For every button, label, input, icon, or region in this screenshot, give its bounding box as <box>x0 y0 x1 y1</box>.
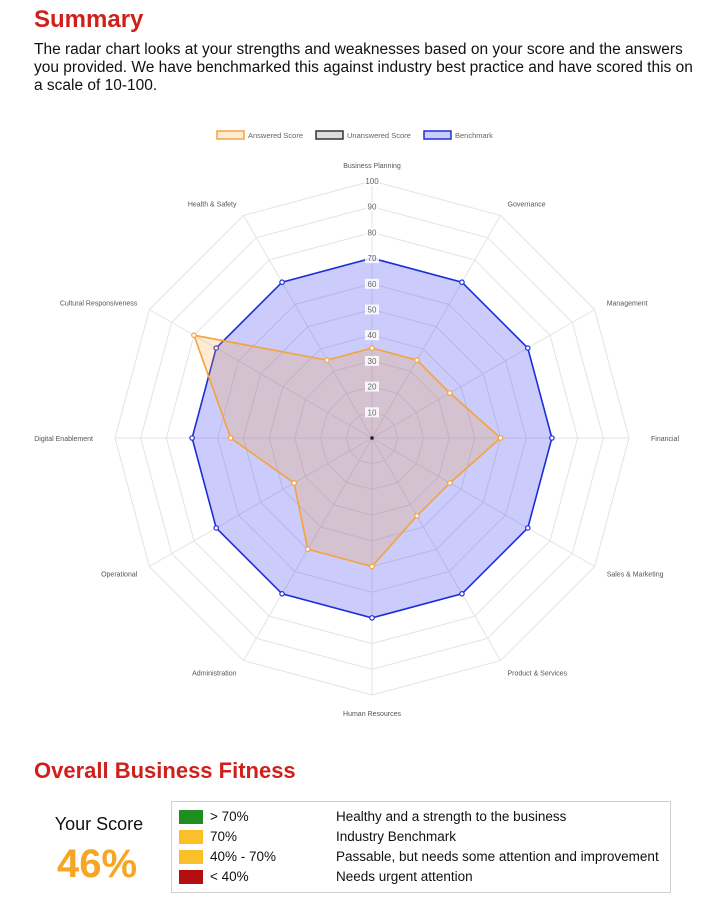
tick-label: 60 <box>368 280 377 289</box>
axis-label: Digital Enablement <box>34 436 93 443</box>
data-point <box>369 345 375 351</box>
axis-label: Business Planning <box>343 163 401 170</box>
legend-description: Needs urgent attention <box>336 869 473 884</box>
axis-label: Cultural Responsiveness <box>60 301 138 308</box>
legend-range: 40% - 70% <box>210 849 277 864</box>
legend-swatch <box>315 130 344 140</box>
radar-chart: 10 20 30 40 50 60 70 80 90 100 Business Planning Go… <box>34 130 679 718</box>
grid-spoke <box>149 309 373 439</box>
data-point <box>291 480 297 486</box>
data-point <box>447 480 453 486</box>
data-point <box>213 345 220 351</box>
data-point <box>524 345 531 351</box>
legend-description: Industry Benchmark <box>336 829 457 844</box>
data-point <box>459 279 465 286</box>
data-point <box>447 390 453 396</box>
axis-label: Health & Safety <box>188 201 237 208</box>
data-point <box>191 332 197 339</box>
tick-label-bg <box>365 201 379 212</box>
axis-label: Operational <box>101 572 138 579</box>
axis-label: Financial <box>651 436 679 443</box>
grid-spoke <box>371 437 595 567</box>
tick-label: 100 <box>365 177 379 186</box>
data-point <box>414 513 420 519</box>
tick-label-bg <box>365 330 379 341</box>
score-legend: > 70% Healthy and a strength to the busi… <box>171 801 671 893</box>
legend-swatch-urgent <box>179 870 203 884</box>
data-point <box>497 435 504 441</box>
axis-label: Management <box>607 301 648 308</box>
legend-range: > 70% <box>210 809 249 824</box>
legend-label: Benchmark <box>455 131 493 140</box>
tick-label: 10 <box>368 408 377 417</box>
tick-label: 50 <box>368 306 377 315</box>
data-point <box>369 563 375 570</box>
data-point <box>324 357 330 363</box>
legend-row-benchmark: 70% Industry Benchmark <box>179 829 669 845</box>
grid-spoke <box>243 215 373 439</box>
legend-label: Answered Score <box>248 131 303 140</box>
legend-row-healthy: > 70% Healthy and a strength to the busi… <box>179 809 669 825</box>
chart-center <box>370 436 374 440</box>
tick-label-bg <box>365 176 379 186</box>
data-point <box>304 546 311 553</box>
legend-label: Unanswered Score <box>347 131 411 140</box>
tick-label-bg <box>365 278 379 289</box>
summary-text: The radar chart looks at your strengths … <box>34 41 693 94</box>
data-point <box>189 435 195 441</box>
tick-label-bg <box>365 381 379 392</box>
tick-label-bg <box>365 227 379 238</box>
grid-spoke <box>149 437 373 567</box>
axis-label: Administration <box>192 671 236 678</box>
data-point <box>279 279 285 286</box>
fitness-title: Overall Business Fitness <box>34 758 296 783</box>
legend-swatch-healthy <box>179 810 203 824</box>
data-point <box>524 525 531 531</box>
summary-title: Summary <box>34 6 144 33</box>
axis-label: Human Resources <box>343 711 401 718</box>
legend-swatch <box>216 130 245 140</box>
legend-range: 70% <box>210 829 238 844</box>
tick-label: 30 <box>368 357 377 366</box>
axis-label: Product & Services <box>508 671 568 678</box>
legend-swatch-benchmark <box>179 830 203 844</box>
axis-label: Sales & Marketing <box>607 572 664 579</box>
data-point <box>414 357 420 363</box>
data-point <box>213 525 220 531</box>
legend-description: Healthy and a strength to the business <box>336 809 567 824</box>
legend-row-passable: 40% - 70% Passable, but needs some atten… <box>179 849 669 865</box>
legend-row-urgent: < 40% Needs urgent attention <box>179 869 669 885</box>
legend-swatch <box>423 130 452 140</box>
your-score-value: 46% <box>56 842 138 886</box>
tick-label-bg <box>365 407 379 418</box>
grid-spoke <box>371 309 595 439</box>
data-point <box>459 590 465 597</box>
tick-label: 40 <box>368 331 377 340</box>
your-score-label: Your Score <box>54 814 144 834</box>
data-point <box>227 435 234 441</box>
tick-label-bg <box>365 253 379 264</box>
tick-label: 90 <box>368 203 377 212</box>
legend-range: < 40% <box>210 869 249 884</box>
tick-label-bg <box>365 304 379 315</box>
tick-label: 70 <box>368 254 377 263</box>
tick-label: 80 <box>368 228 377 237</box>
grid-spoke <box>371 437 501 661</box>
data-point <box>369 615 375 621</box>
grid-spoke <box>371 215 501 439</box>
tick-label: 20 <box>368 383 377 392</box>
data-point <box>549 435 555 441</box>
legend-description: Passable, but needs some attention and i… <box>336 849 659 864</box>
axis-label: Governance <box>508 201 546 208</box>
legend-swatch-passable <box>179 850 203 864</box>
tick-label-bg <box>365 355 379 366</box>
data-point <box>279 590 285 597</box>
